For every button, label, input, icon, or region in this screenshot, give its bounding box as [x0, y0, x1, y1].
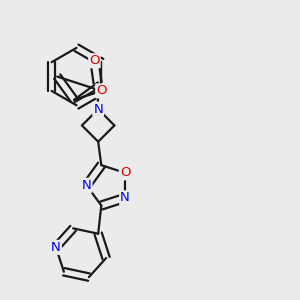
Text: O: O — [96, 84, 107, 98]
Text: O: O — [120, 167, 130, 179]
Text: N: N — [51, 241, 61, 254]
Text: N: N — [82, 179, 92, 192]
Text: N: N — [120, 191, 130, 204]
Text: N: N — [93, 103, 103, 116]
Text: O: O — [89, 54, 100, 67]
